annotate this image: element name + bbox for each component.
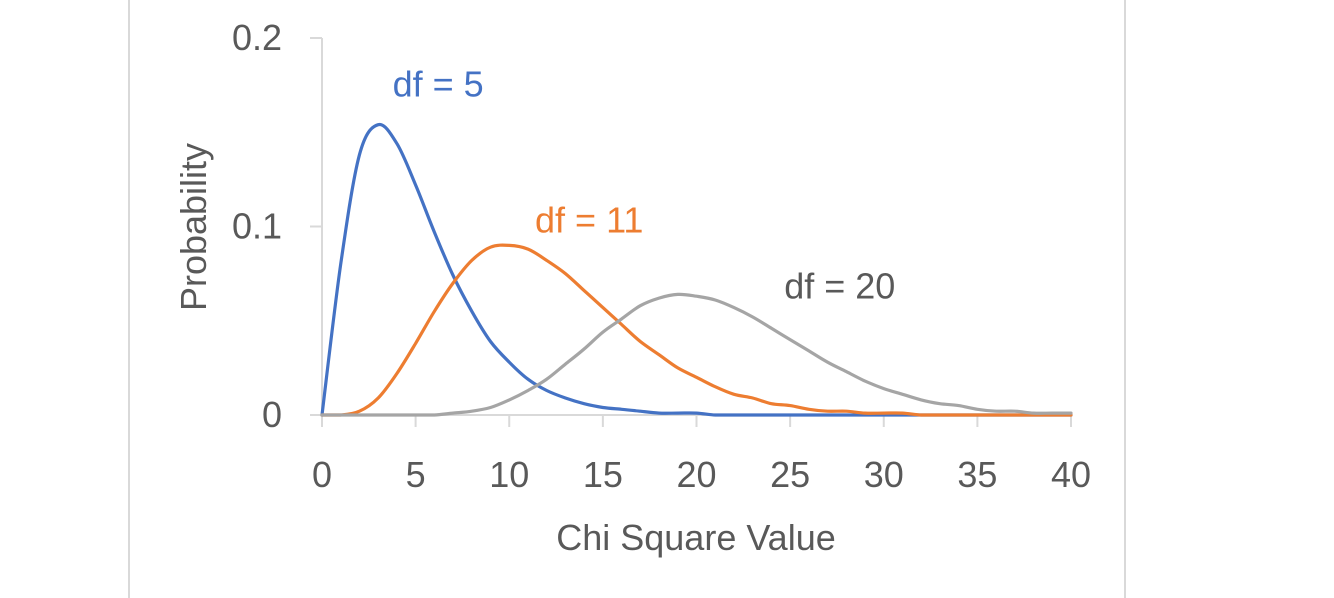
x-tick-label: 5 — [406, 454, 426, 495]
x-tick-label: 30 — [864, 454, 904, 495]
series-lines — [320, 122, 1073, 417]
x-tick-label: 40 — [1051, 454, 1091, 495]
tick-labels: 0 5 10 15 20 25 30 35 40 0 0.1 0.2 — [232, 17, 1091, 495]
x-tick-label: 25 — [770, 454, 810, 495]
x-axis-title: Chi Square Value — [556, 517, 836, 558]
y-tick-label: 0 — [262, 394, 282, 435]
y-tick-label: 0.2 — [232, 17, 282, 58]
y-tick-label: 0.1 — [232, 206, 282, 247]
x-tick-label: 10 — [489, 454, 529, 495]
ticks — [310, 37, 1072, 427]
x-tick-label: 35 — [957, 454, 997, 495]
chart-frame — [128, 0, 1126, 598]
x-tick-label: 15 — [583, 454, 623, 495]
y-axis-title: Probability — [173, 143, 214, 311]
series-line-1 — [320, 122, 1073, 417]
x-tick-label: 0 — [312, 454, 332, 495]
series-line-3 — [320, 292, 1073, 417]
x-tick-label: 20 — [676, 454, 716, 495]
series-labels: df = 5 df = 11 df = 20 — [393, 64, 896, 307]
series-line-2 — [320, 243, 1073, 417]
series-label-3: df = 20 — [784, 265, 895, 306]
series-label-2: df = 11 — [535, 199, 643, 240]
series-label-1: df = 5 — [393, 64, 484, 105]
